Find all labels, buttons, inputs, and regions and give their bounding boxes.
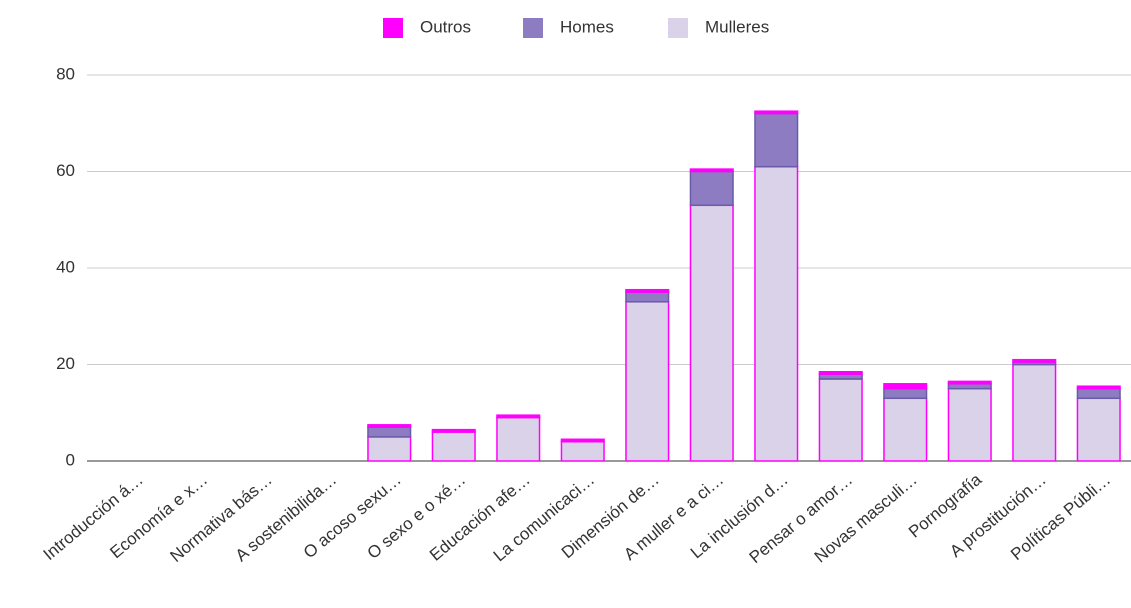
y-tick-label: 40 [56,257,75,276]
bar-segment [689,168,734,173]
bar-segment [625,301,670,462]
legend-label: Homes [560,17,614,36]
bar-segment [754,110,799,115]
y-tick-label: 0 [66,450,75,469]
legend-swatch [668,18,688,38]
bar-segment [560,440,605,462]
bar-segment [818,378,863,462]
bar-segment [754,165,799,462]
bar-segment [1076,397,1121,462]
bar-segment [496,416,541,462]
bar-segment [431,428,476,433]
bar-segment [883,387,928,400]
bar-segment [1076,385,1121,390]
bar-segment [754,112,799,168]
bar-segment [689,170,734,207]
bar-segment [625,288,670,293]
bar-segment [496,414,541,419]
y-tick-label: 60 [56,161,75,180]
bar-segment [947,387,992,462]
legend-swatch [523,18,543,38]
legend-label: Mulleres [705,17,769,36]
bar-segment [818,370,863,375]
bar-segment [689,204,734,462]
bar-segment [560,438,605,443]
bar-segment [367,424,412,428]
bar-segment [625,291,670,303]
bar-segment [883,397,928,462]
bar-segment [367,436,412,462]
legend-swatch [383,18,403,38]
bar-segment [1012,363,1057,462]
bar-segment [1012,358,1057,363]
y-tick-label: 20 [56,354,75,373]
bar-segment [1076,387,1121,400]
y-tick-label: 80 [56,64,75,83]
bar-segment [431,431,476,462]
bar-segment [367,426,412,438]
bar-segment [883,383,928,390]
legend-label: Outros [420,17,471,36]
bar-segment [947,380,992,385]
